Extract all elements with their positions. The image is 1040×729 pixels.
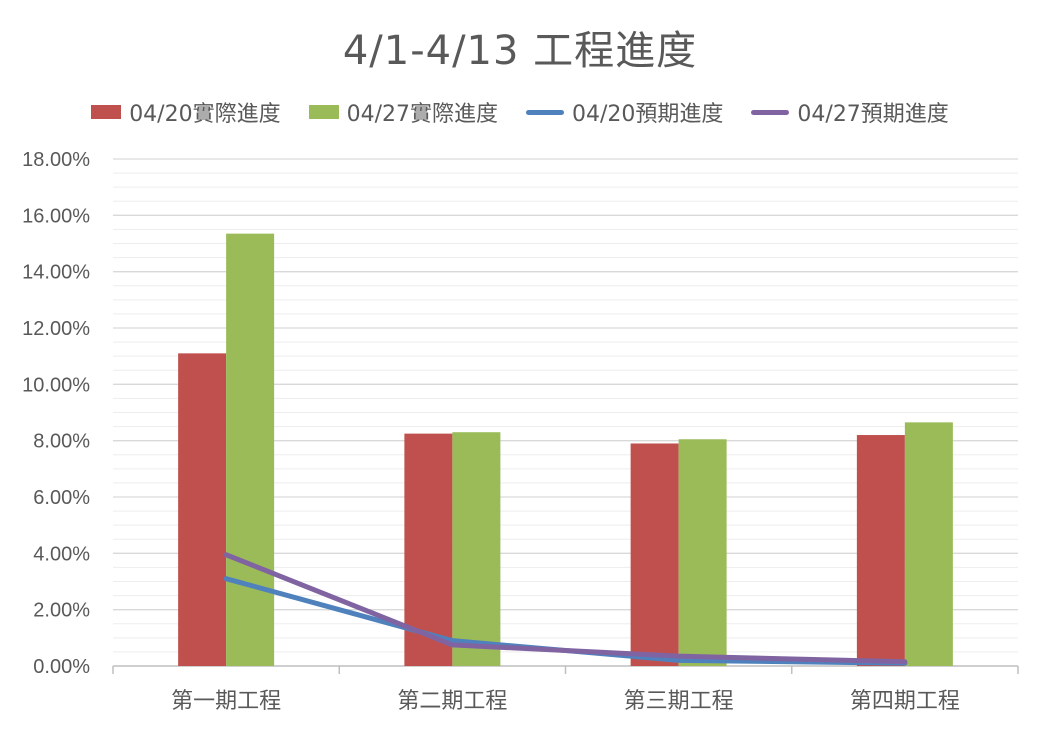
bar-1-1: [178, 353, 227, 666]
x-tick-label: 第四期工程: [850, 689, 960, 714]
legend-item-series-2: 04/27實際進度: [308, 96, 498, 128]
bar-2-3: [678, 439, 727, 666]
bar-1-3: [630, 443, 679, 666]
y-tick-label: 0.00%: [33, 656, 90, 678]
legend-item-series-1: 04/20實際進度: [91, 96, 281, 128]
legend-item-series-4: 04/27預期進度: [751, 96, 949, 128]
line-series-2: [223, 552, 908, 665]
y-tick-label: 16.00%: [22, 205, 90, 227]
bar-1-4: [856, 435, 905, 666]
legend-swatch-series-2: [308, 105, 339, 119]
legend-label-series-4: 04/27預期進度: [797, 102, 949, 127]
x-tick-label: 第三期工程: [624, 689, 734, 714]
chart-title: 4/1-4/13 工程進度: [342, 28, 698, 74]
legend-label-series-1: 04/20實際進度: [129, 102, 281, 127]
legend-swatch-series-1: [91, 105, 122, 119]
legend: 04/20實際進度 04/27實際進度 04/20預期進度 04/27預期進度: [0, 96, 1040, 128]
legend-label-series-2: 04/27實際進度: [346, 102, 498, 127]
y-tick-label: 2.00%: [33, 600, 90, 622]
y-tick-label: 12.00%: [22, 318, 90, 340]
legend-label-series-3: 04/20預期進度: [572, 102, 724, 127]
bar-2-2: [452, 432, 501, 666]
bar-2-1: [226, 233, 275, 666]
legend-swatch-series-4: [751, 109, 790, 115]
y-tick-label: 10.00%: [22, 374, 90, 396]
legend-item-series-3: 04/20預期進度: [526, 96, 723, 128]
legend-swatch-series-3: [526, 109, 564, 115]
y-tick-label: 14.00%: [22, 262, 90, 284]
x-tick-label: 第二期工程: [397, 689, 507, 714]
y-tick-label: 6.00%: [33, 487, 90, 509]
y-tick-label: 18.00%: [22, 149, 90, 171]
x-tick-label: 第一期工程: [171, 689, 281, 714]
bar-2-4: [904, 422, 953, 666]
y-tick-label: 8.00%: [33, 431, 90, 453]
y-tick-label: 4.00%: [33, 543, 90, 565]
